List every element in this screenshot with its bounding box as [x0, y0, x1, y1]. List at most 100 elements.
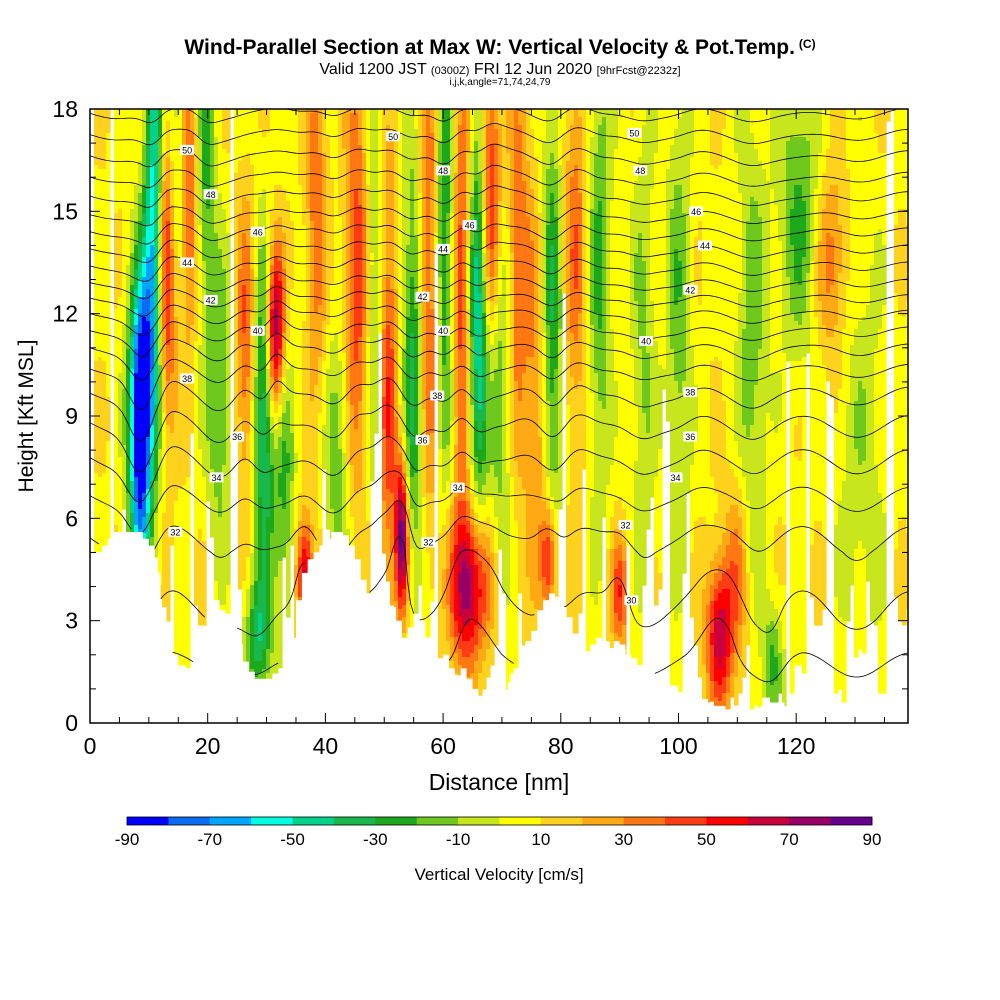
velocity-cell — [814, 317, 819, 522]
velocity-cell — [146, 437, 151, 466]
velocity-cell — [510, 253, 515, 478]
velocity-cell — [490, 145, 495, 250]
velocity-cell — [118, 209, 123, 298]
velocity-cell — [862, 389, 867, 462]
velocity-cell — [486, 125, 491, 250]
velocity-cell — [486, 557, 491, 622]
velocity-cell — [134, 325, 139, 350]
velocity-cell — [406, 477, 411, 494]
velocity-cell — [514, 381, 519, 462]
velocity-cell — [202, 541, 207, 626]
contour-label-text: 42 — [417, 292, 427, 302]
velocity-cell — [354, 493, 359, 610]
velocity-cell — [122, 389, 127, 446]
velocity-cell — [302, 525, 307, 538]
velocity-cell — [274, 449, 279, 578]
velocity-cell — [562, 133, 567, 294]
velocity-cell — [842, 621, 847, 718]
contour-label-bg — [230, 431, 245, 442]
velocity-cell — [330, 177, 335, 286]
velocity-cell — [146, 465, 151, 490]
velocity-cell — [858, 465, 863, 542]
velocity-cell — [494, 245, 499, 278]
velocity-cell — [482, 505, 487, 522]
velocity-cell — [414, 109, 419, 130]
velocity-cell — [466, 625, 471, 642]
velocity-cell — [758, 657, 763, 722]
velocity-cell — [554, 169, 559, 218]
velocity-cell — [430, 133, 435, 182]
velocity-cell — [162, 109, 167, 154]
contour-label-bg — [203, 295, 218, 306]
velocity-cell — [746, 501, 751, 574]
velocity-cell — [134, 349, 139, 374]
velocity-cell — [566, 505, 571, 618]
velocity-cell — [286, 541, 291, 618]
velocity-cell — [734, 477, 739, 506]
velocity-cell — [398, 453, 403, 466]
velocity-cell — [622, 109, 627, 510]
velocity-cell — [274, 401, 279, 414]
velocity-cell — [846, 169, 851, 282]
velocity-cell — [398, 585, 403, 598]
velocity-cell — [286, 109, 291, 202]
velocity-cell — [390, 109, 395, 138]
velocity-cell — [558, 165, 563, 290]
velocity-cell — [186, 261, 191, 346]
velocity-cell — [370, 253, 375, 266]
velocity-cell — [458, 593, 463, 618]
velocity-cell — [270, 337, 275, 362]
velocity-cell — [138, 221, 143, 242]
velocity-cell — [158, 501, 163, 586]
velocity-cell — [142, 237, 147, 258]
velocity-cell — [486, 517, 491, 538]
velocity-cell — [646, 433, 651, 530]
velocity-cell — [470, 637, 475, 654]
velocity-cell — [266, 417, 271, 454]
velocity-cell — [502, 265, 507, 594]
velocity-cell — [878, 109, 883, 154]
velocity-cell — [798, 137, 803, 186]
velocity-cell — [722, 109, 727, 130]
velocity-cell — [706, 605, 711, 674]
velocity-cell — [694, 109, 699, 238]
velocity-cell — [458, 525, 463, 546]
y-tick-label: 12 — [52, 301, 78, 327]
velocity-cell — [734, 529, 739, 566]
velocity-cell — [150, 453, 155, 482]
velocity-cell — [190, 109, 195, 134]
velocity-cell — [826, 149, 831, 194]
velocity-cell — [566, 161, 571, 342]
contour-label-text: 40 — [641, 336, 651, 346]
velocity-cell — [510, 109, 515, 254]
velocity-cell — [158, 193, 163, 258]
velocity-cell — [302, 321, 307, 506]
velocity-cell — [614, 613, 619, 634]
velocity-cell — [826, 233, 831, 294]
velocity-cell — [162, 329, 167, 370]
velocity-cell — [870, 265, 875, 622]
x-tick-label: 120 — [777, 733, 815, 759]
velocity-cell — [258, 497, 263, 582]
velocity-cell — [474, 549, 479, 566]
velocity-cell — [766, 181, 771, 414]
velocity-cell — [246, 109, 251, 154]
velocity-cell — [358, 337, 363, 402]
velocity-cell — [286, 201, 291, 342]
velocity-cell — [482, 253, 487, 282]
velocity-cell — [710, 601, 715, 634]
colorbar-tick-label: -30 — [363, 830, 388, 849]
velocity-cell — [170, 161, 175, 206]
velocity-cell — [250, 165, 255, 270]
velocity-cell — [774, 109, 779, 206]
velocity-cell — [250, 401, 255, 554]
velocity-cell — [150, 329, 155, 370]
velocity-cell — [258, 109, 263, 130]
velocity-cell — [602, 409, 607, 518]
velocity-cell — [770, 601, 775, 622]
contour-label-bg — [421, 537, 436, 548]
velocity-cell — [274, 257, 279, 274]
velocity-cell — [750, 109, 755, 134]
velocity-cell — [406, 437, 411, 462]
velocity-cell — [798, 185, 803, 286]
